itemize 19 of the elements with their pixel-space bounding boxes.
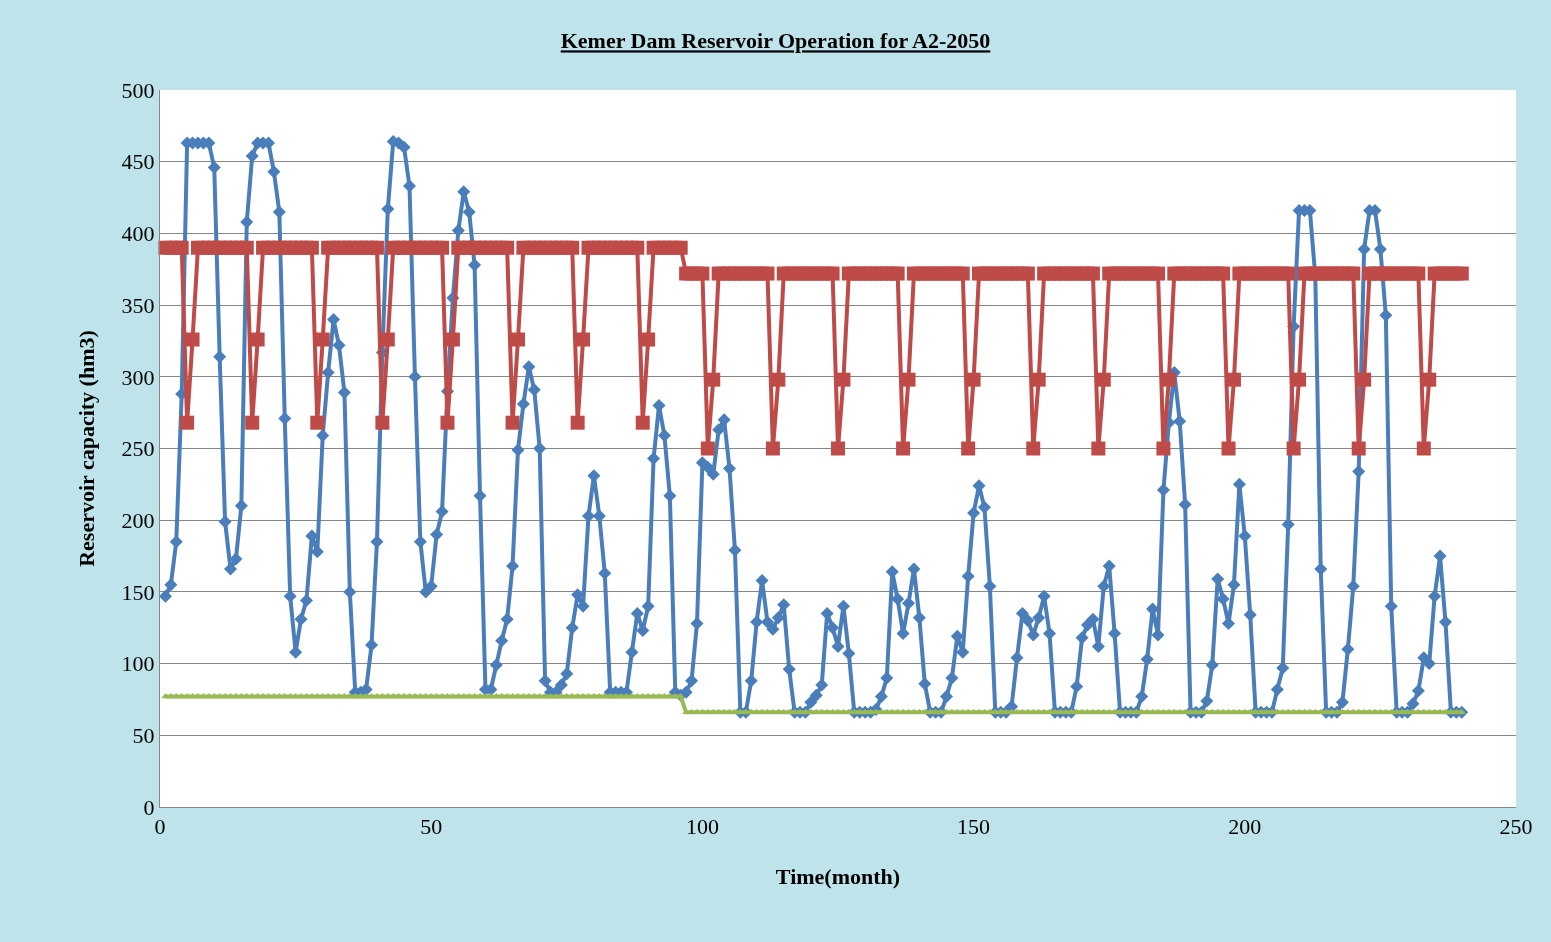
y-tick-label: 500	[121, 77, 155, 103]
x-tick-label: 150	[957, 814, 991, 840]
y-tick-label: 250	[121, 436, 155, 462]
x-tick-label: 200	[1228, 814, 1262, 840]
y-tick-label: 50	[132, 723, 155, 748]
y-tick-label: 0	[143, 794, 155, 820]
y-tick-label: 150	[121, 579, 155, 605]
x-axis-title: Time(month)	[775, 864, 901, 890]
x-tick-label: 250	[1499, 814, 1533, 840]
y-tick-label: 100	[121, 651, 155, 677]
y-tick-label: 450	[121, 149, 155, 175]
y-tick-label: 200	[121, 507, 155, 533]
x-tick-label: 50	[420, 814, 443, 840]
y-tick-label: 350	[121, 292, 155, 318]
chart-title: Kemer Dam Reservoir Operation for A2-2050	[560, 28, 991, 54]
x-tick-label: 100	[685, 814, 719, 840]
y-tick-label: 300	[121, 364, 155, 390]
y-axis-title: Reservoir capacity (hm3)	[74, 330, 100, 567]
y-tick-label: 400	[121, 221, 155, 247]
